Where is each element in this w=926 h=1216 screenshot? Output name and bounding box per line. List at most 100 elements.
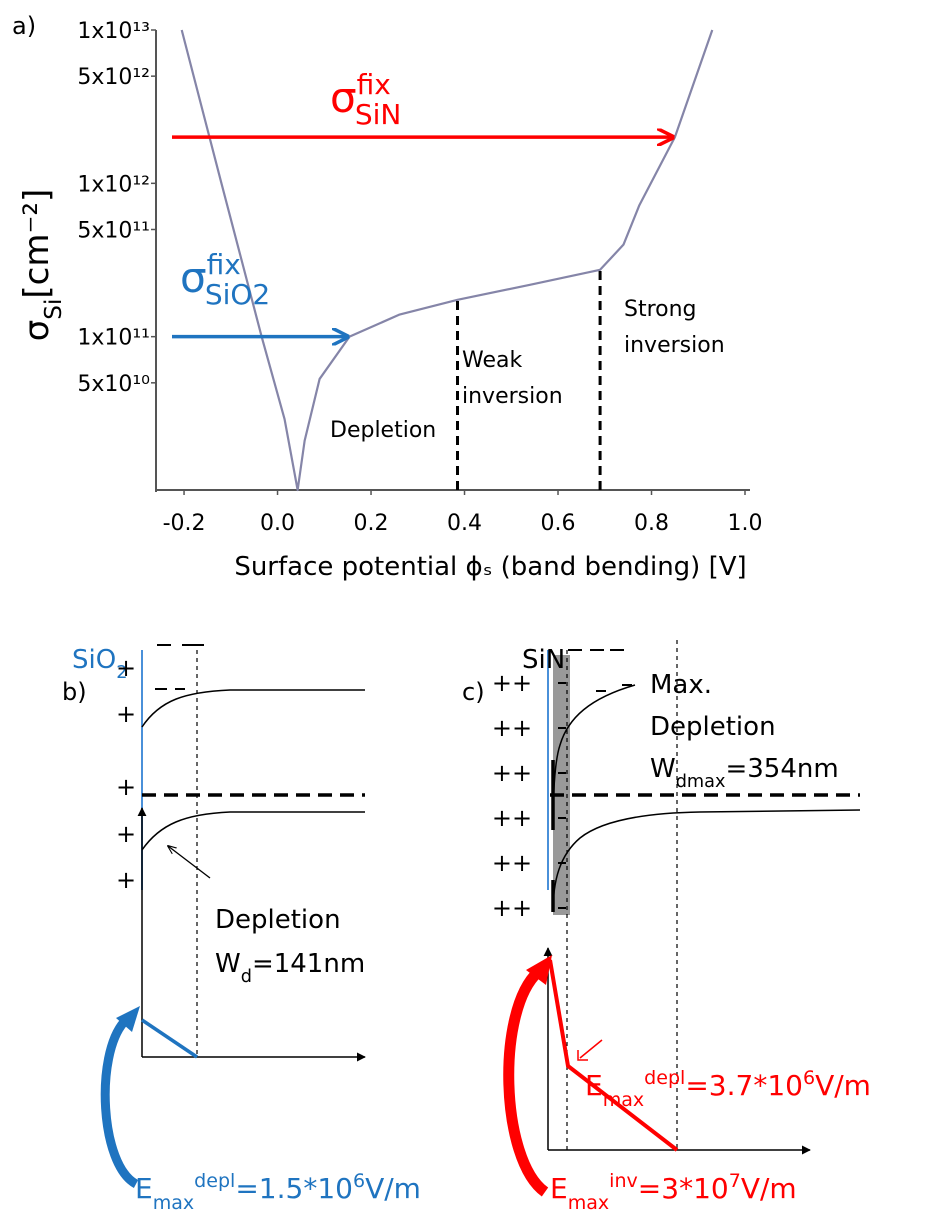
text-part: W [215,949,241,979]
text-part: dmax [676,772,726,792]
x-tick-label: 0.8 [634,511,669,536]
arrow-head [116,1006,140,1032]
panel-c-diagram [503,640,861,1197]
text-part: SiO [72,645,116,675]
text-part: σ [180,253,207,302]
x-tick-label: 1.0 [728,511,763,536]
field-profile [141,1018,198,1059]
charge: ++ [492,759,532,787]
band-curve [141,689,365,728]
text-part: =1.5*10 [235,1172,353,1205]
depletion-region [553,655,570,915]
text-part: max [153,1192,194,1214]
charge: ++ [492,849,532,877]
text-part: V/m [741,1172,797,1205]
region-label: inversion [462,384,563,409]
arrow-label: σfix SiN [330,68,401,131]
region-label: Strong [624,297,697,322]
text-part: fix [207,248,241,281]
text-part: depl [194,1170,235,1192]
y-tick-label: 1x10¹³ [77,19,150,44]
region-label: Weak [462,348,522,373]
field-profile [548,959,679,1152]
text-part: =3*10 [638,1172,729,1205]
text-part: inv [609,1170,638,1192]
field-label: Emaxdepl=3.7*106V/m [585,1067,871,1111]
field-label: Emaxdepl=1.5*106V/m [135,1170,421,1214]
y-tick-label: 5x10¹² [77,65,150,90]
region-label: Depletion [330,418,436,443]
text-part: E [550,1172,568,1205]
region-label: inversion [624,333,725,358]
text-part: V/m [815,1069,871,1102]
text-part: σ [17,320,57,342]
field-label: Emaxinv=3*107V/m [550,1170,797,1214]
curved-arrow [503,967,549,1197]
text-part: 6 [353,1170,365,1192]
text-part: W [650,754,676,784]
x-tick-label: -0.2 [163,511,206,536]
charge-dash [155,644,204,690]
x-tick-label: 0.0 [260,511,295,536]
y-tick-label: 5x10¹⁰ [77,372,150,397]
depletion-label: Depletion [650,712,776,742]
material-label: SiN [522,645,565,675]
y-axis-label: σSi[cm⁻²] [17,189,67,342]
text-part: E [135,1172,153,1205]
panel-b-diagram [100,644,366,1188]
y-tick-label: 1x10¹¹ [77,326,150,351]
charge: + [116,654,136,682]
charge: + [116,700,136,728]
text-part: E [585,1069,603,1102]
x-tick-label: 0.6 [541,511,576,536]
text-part: =141nm [252,949,365,979]
text-part: Si [41,299,67,320]
text-part: SiO2 [205,278,270,311]
arrow-label: σfix SiO2 [180,248,270,311]
pointer [168,846,211,879]
y-tick-label: 1x10¹² [77,172,150,197]
depletion-label: Max. [650,670,712,700]
data-line [180,29,714,492]
text-part: depl [644,1067,685,1089]
text-part: V/m [365,1172,421,1205]
band-curve [141,811,365,851]
charge-dash [558,649,632,909]
panel-label: b) [62,678,87,706]
depletion-label: Depletion [215,905,341,935]
text-part: SiN [355,98,402,131]
panel-label: a) [12,12,36,40]
text-part: σ [330,73,357,122]
x-tick-label: 0.2 [354,511,389,536]
text-part: [cm⁻²] [17,189,57,299]
band-curve [552,809,861,913]
charge: ++ [492,714,532,742]
text-part: max [568,1192,609,1214]
curved-arrow [100,1019,139,1188]
text-part: 6 [803,1067,815,1089]
text-part: max [603,1089,644,1111]
charge: ++ [492,804,532,832]
text-part: d [241,967,252,987]
text-part: fix [357,68,391,101]
panel-label: c) [462,678,485,706]
charge: ++ [492,894,532,922]
text-part: =3.7*10 [685,1069,803,1102]
arrow-head [526,955,552,985]
charge: + [116,773,136,801]
x-tick-label: 0.4 [447,511,482,536]
text-part: =354nm [725,754,838,784]
charge: ++ [492,669,532,697]
pointer [579,1039,603,1059]
pointer-head [577,1050,588,1061]
charge: + [116,820,136,848]
width-label: Wdmax=354nm [650,754,839,792]
text-part: 7 [729,1170,741,1192]
x-axis-label: Surface potential ϕₛ (band bending) [V] [234,552,746,582]
charge: + [116,866,136,894]
width-label: Wd=141nm [215,949,365,987]
y-tick-label: 5x10¹¹ [77,218,150,243]
material-label: SiO2 [72,645,127,683]
text-part: 2 [116,663,127,683]
